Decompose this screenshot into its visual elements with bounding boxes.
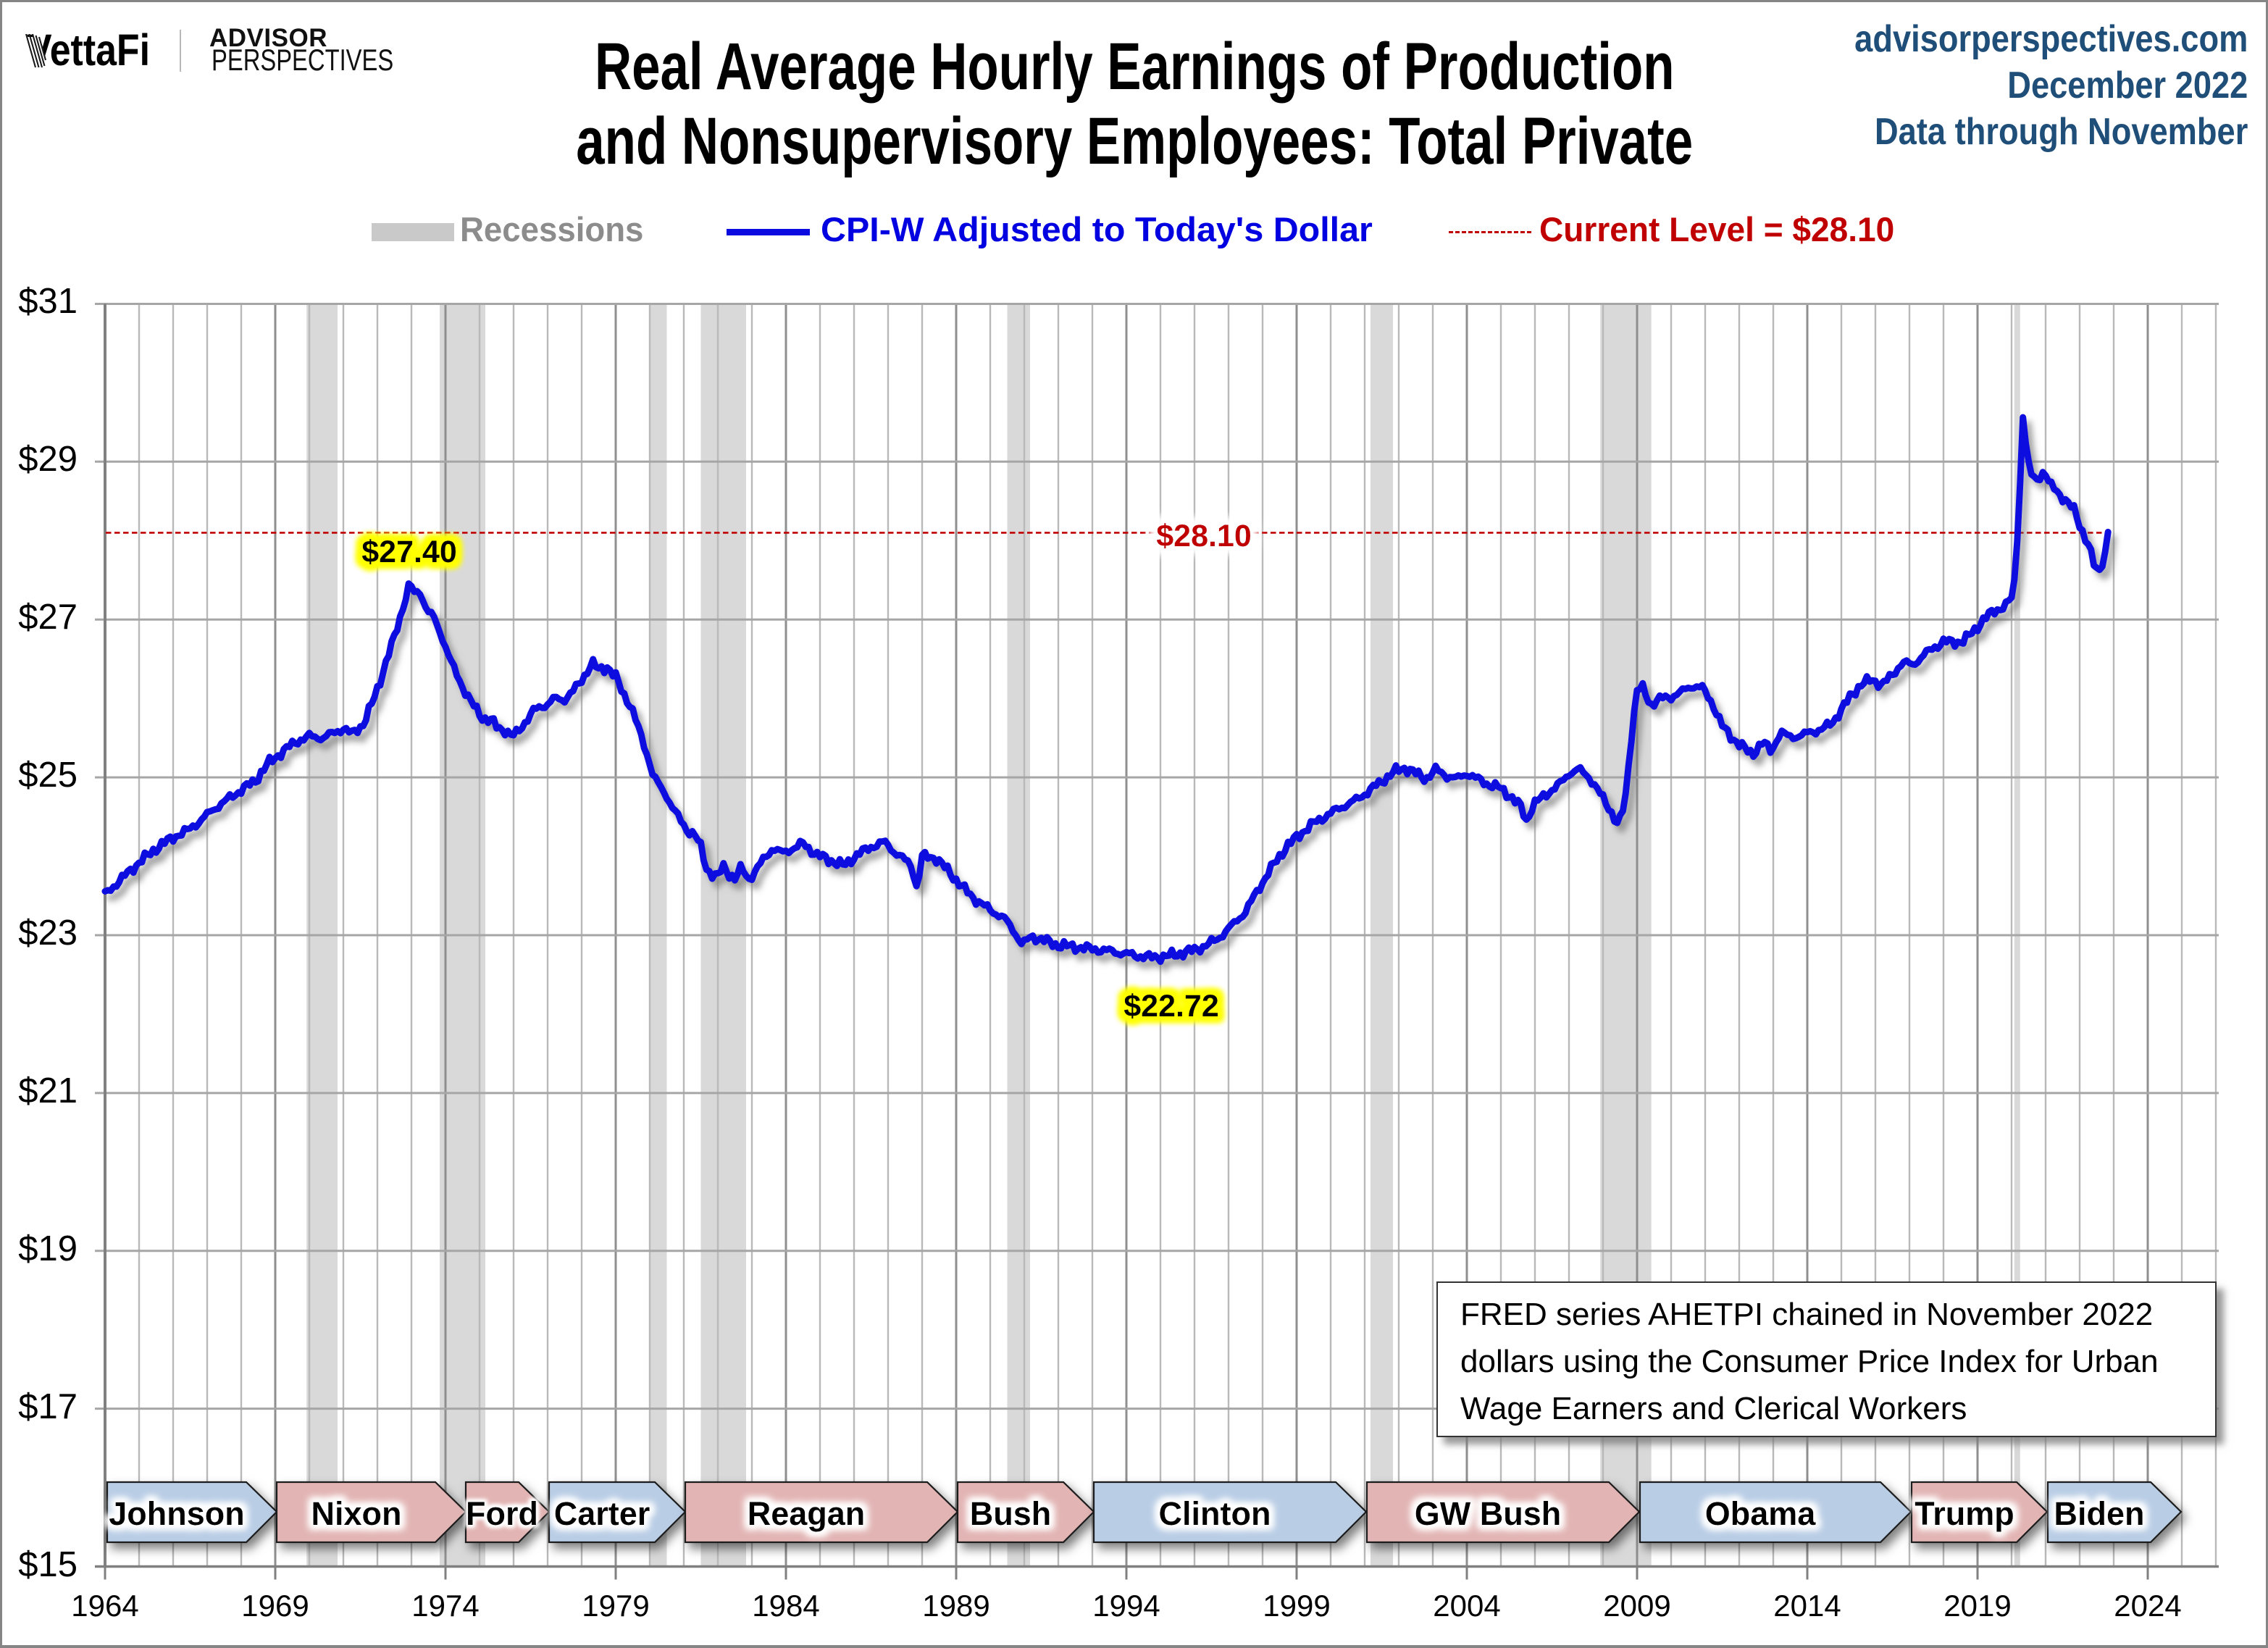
svg-text:Biden: Biden [2054,1495,2144,1532]
svg-text:Reagan: Reagan [748,1495,866,1532]
svg-text:$27.40: $27.40 [361,535,457,569]
svg-text:Nixon: Nixon [311,1495,401,1532]
svg-text:Trump: Trump [1915,1495,2014,1532]
svg-text:Carter: Carter [554,1495,650,1532]
svg-text:Obama: Obama [1705,1495,1817,1532]
svg-text:$28.10: $28.10 [1156,519,1252,553]
svg-text:Johnson: Johnson [109,1495,245,1532]
svg-text:$22.72: $22.72 [1123,989,1219,1024]
svg-text:Clinton: Clinton [1159,1495,1271,1532]
svg-text:Ford: Ford [466,1495,538,1532]
svg-text:GW Bush: GW Bush [1415,1495,1561,1532]
svg-text:Bush: Bush [970,1495,1052,1532]
